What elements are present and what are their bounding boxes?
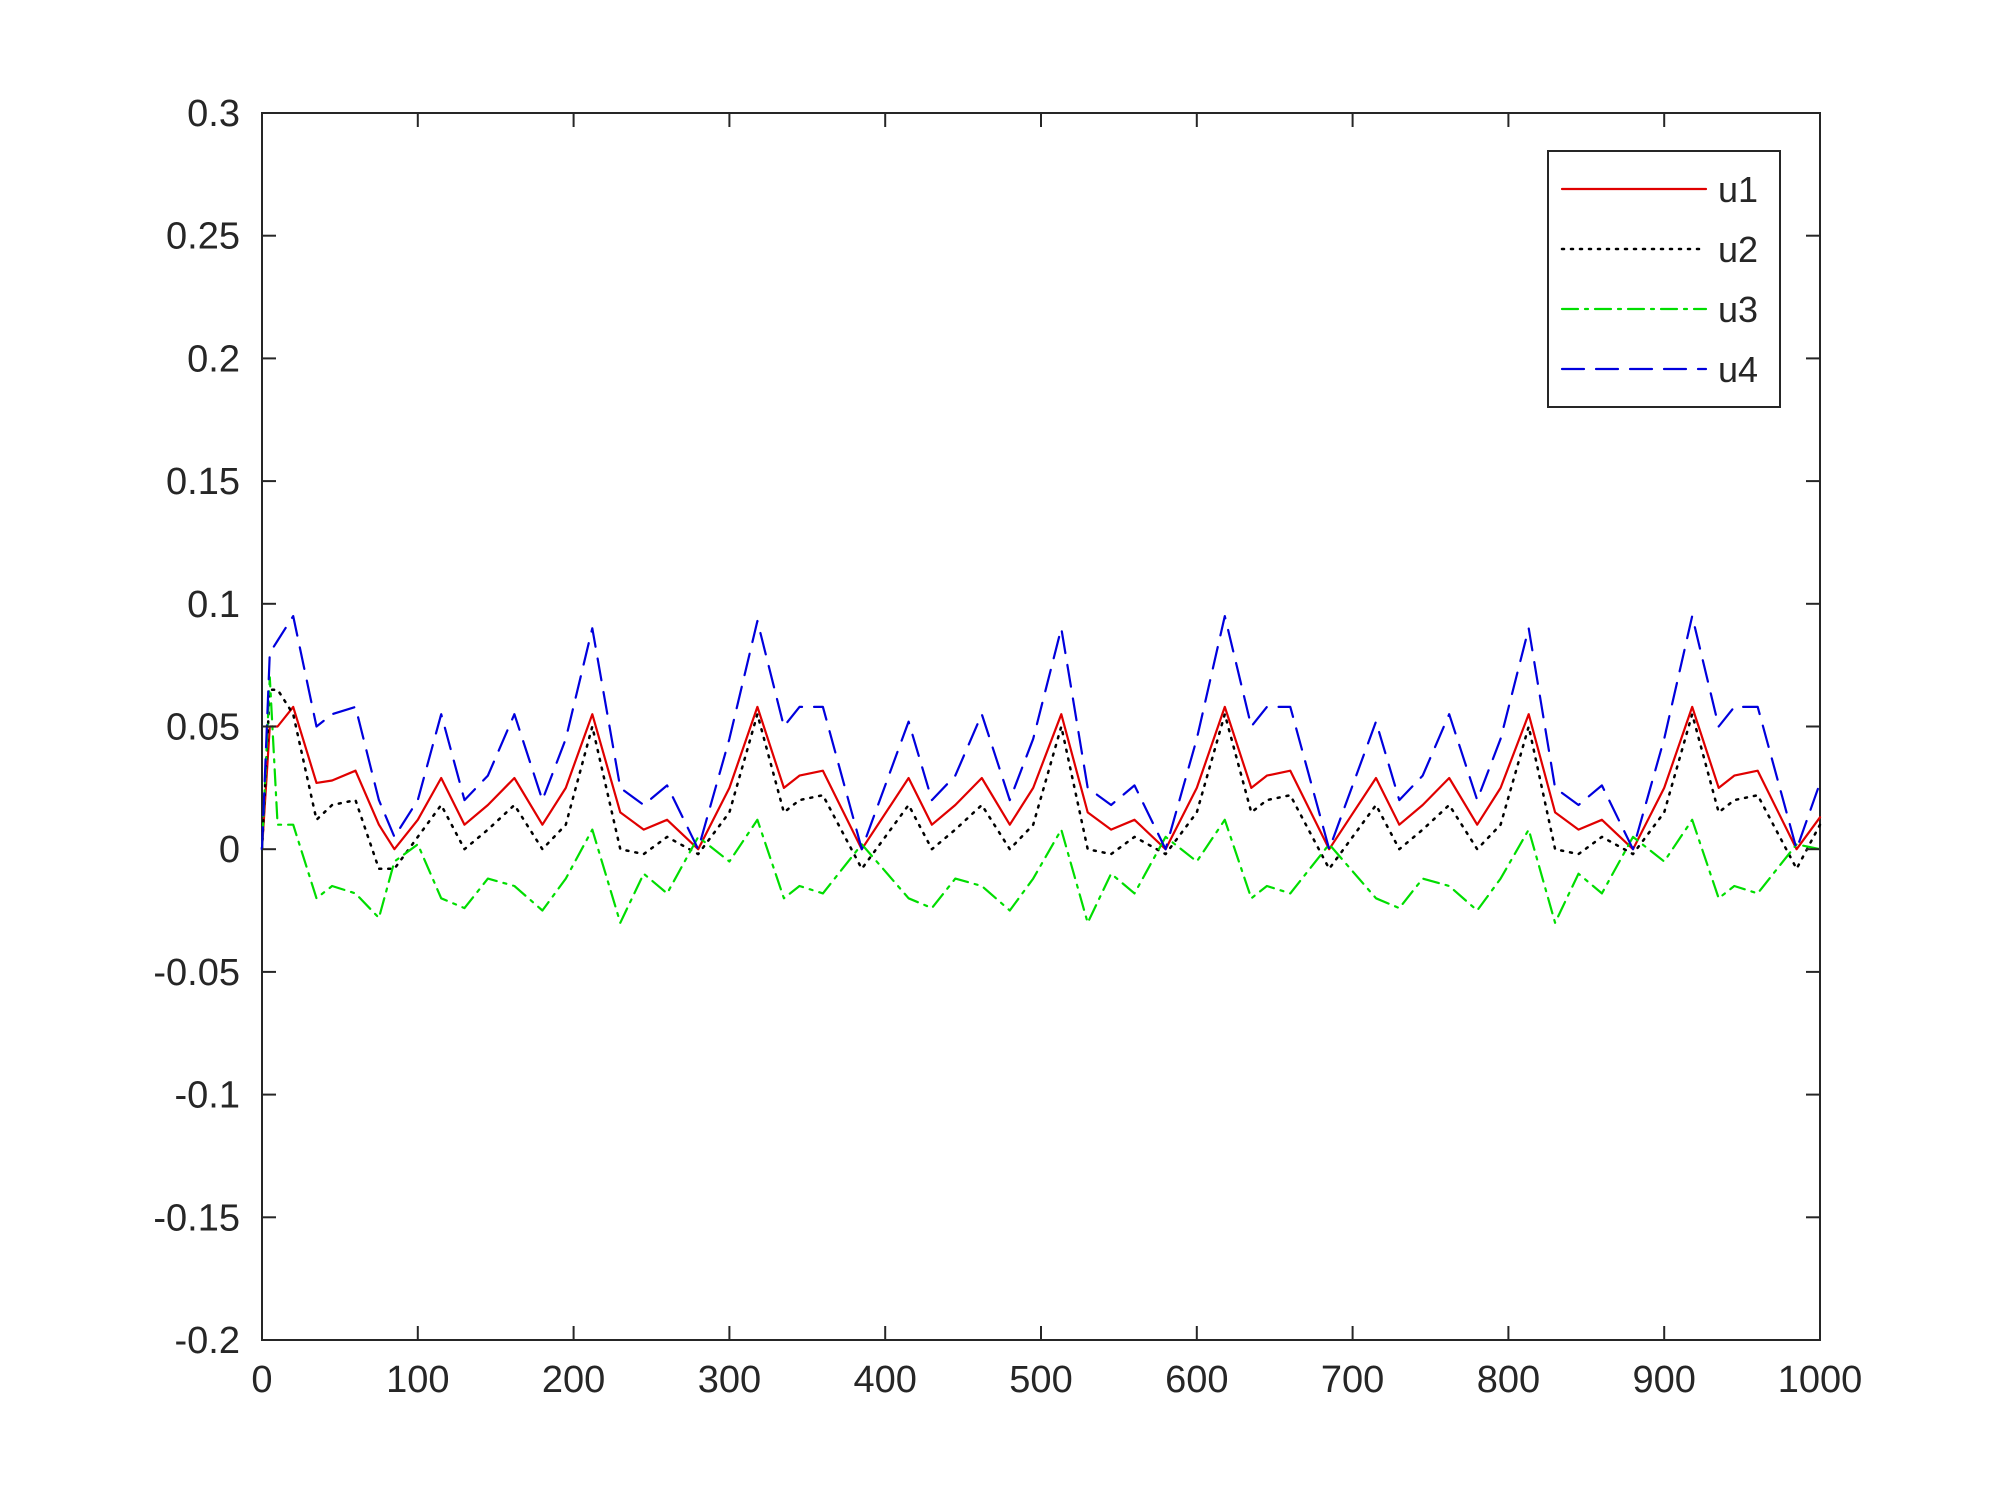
y-tick-label: 0.1 bbox=[187, 584, 240, 626]
y-tick-label: -0.2 bbox=[175, 1320, 240, 1362]
x-tick-labels: 0 100 200 300 400 500 600 700 800 900 1000 bbox=[251, 1359, 1862, 1401]
y-tick-label: 0 bbox=[219, 829, 240, 871]
y-tick-label: 0.05 bbox=[166, 707, 240, 749]
x-tick-label: 700 bbox=[1321, 1359, 1384, 1401]
y-tick-label: 0.3 bbox=[187, 93, 240, 135]
series-line-u1 bbox=[260, 705, 1822, 851]
series-layer bbox=[260, 615, 1822, 924]
y-tick-label: 0.15 bbox=[166, 461, 240, 503]
legend-label-u3: u3 bbox=[1718, 289, 1758, 330]
legend-box bbox=[1547, 150, 1781, 408]
x-tick-label: 100 bbox=[386, 1359, 449, 1401]
y-tick-label: -0.05 bbox=[153, 952, 240, 994]
x-tick-label: 400 bbox=[853, 1359, 916, 1401]
y-tick-label: 0.25 bbox=[166, 216, 240, 258]
x-tick-label: 800 bbox=[1477, 1359, 1540, 1401]
x-tick-label: 900 bbox=[1632, 1359, 1695, 1401]
series-line-u2 bbox=[260, 688, 1822, 871]
legend-label-u2: u2 bbox=[1718, 229, 1758, 270]
x-tick-label: 600 bbox=[1165, 1359, 1228, 1401]
x-tick-label: 1000 bbox=[1778, 1359, 1863, 1401]
y-tick-label: -0.15 bbox=[153, 1197, 240, 1239]
series-line-u4 bbox=[260, 615, 1822, 851]
axis-ticks bbox=[261, 112, 1821, 1341]
legend-label-u1: u1 bbox=[1718, 169, 1758, 210]
legend-label-u4: u4 bbox=[1718, 349, 1758, 390]
x-tick-label: 500 bbox=[1009, 1359, 1072, 1401]
y-tick-labels: 0.3 0.25 0.2 0.15 0.1 0.05 0 -0.05 -0.1 -0.15 -0.2 bbox=[153, 93, 240, 1362]
y-tick-label: -0.1 bbox=[175, 1075, 240, 1117]
series-line-u3 bbox=[260, 676, 1822, 924]
x-tick-label: 0 bbox=[251, 1359, 272, 1401]
y-tick-label: 0.2 bbox=[187, 338, 240, 380]
x-tick-label: 200 bbox=[542, 1359, 605, 1401]
legend: u1 u2 u3 u4 bbox=[1547, 150, 1781, 408]
x-tick-label: 300 bbox=[698, 1359, 761, 1401]
